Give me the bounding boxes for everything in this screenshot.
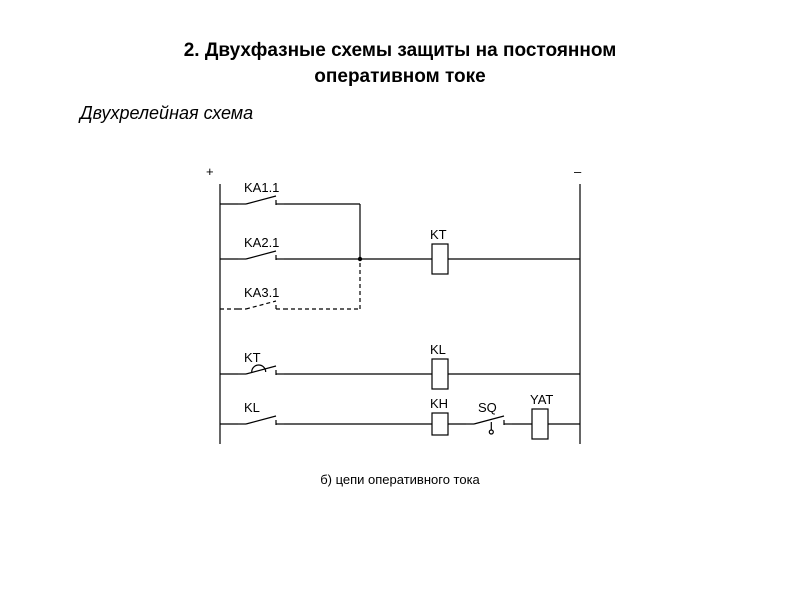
svg-text:KL: KL xyxy=(244,400,260,415)
svg-text:YAT: YAT xyxy=(530,392,553,407)
svg-text:+: + xyxy=(206,164,214,179)
svg-text:KT: KT xyxy=(430,227,447,242)
svg-text:KA1.1: KA1.1 xyxy=(244,180,279,195)
circuit-diagram: + – KA1.1 KA2.1 KT KA3.1 KT KL KL KH SQ YAT б) цепи … xyxy=(0,154,800,504)
svg-text:KH: KH xyxy=(430,396,448,411)
svg-text:KL: KL xyxy=(430,342,446,357)
svg-text:KA3.1: KA3.1 xyxy=(244,285,279,300)
svg-text:–: – xyxy=(574,164,582,179)
svg-text:SQ: SQ xyxy=(478,400,497,415)
svg-text:KT: KT xyxy=(244,350,261,365)
svg-text:б) цепи оперативного тока: б) цепи оперативного тока xyxy=(320,472,480,487)
subtitle: Двухрелейная схема xyxy=(80,103,253,123)
title-line-1: 2. Двухфазные схемы защиты на постоянном xyxy=(184,40,617,61)
title-line-2: оперативном токе xyxy=(314,66,485,87)
svg-text:KA2.1: KA2.1 xyxy=(244,235,279,250)
